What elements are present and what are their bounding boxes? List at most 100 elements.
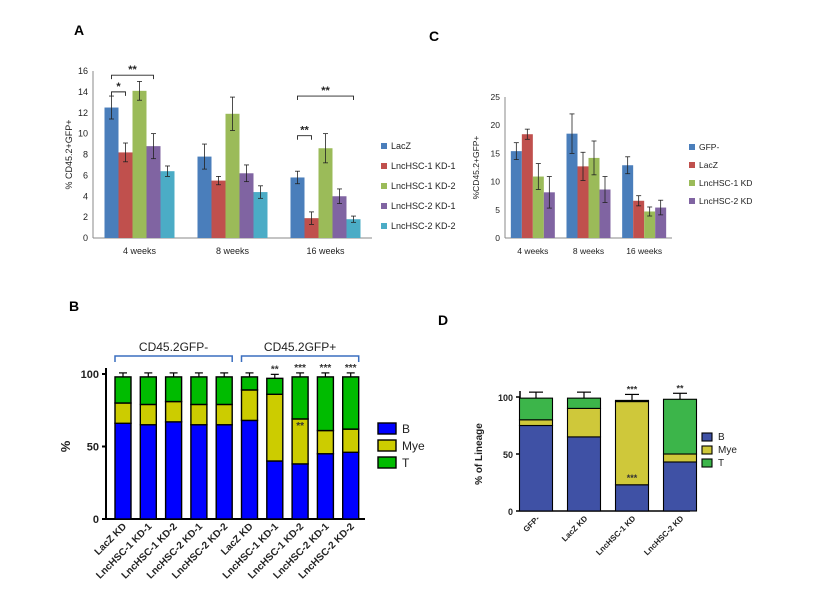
panel-d-bar-segment — [662, 398, 698, 455]
panel-d-significance-label: *** — [627, 384, 638, 394]
panel-a-bar — [160, 171, 175, 238]
panel-c-bar — [532, 176, 544, 238]
panel-c-legend-label: GFP- — [699, 142, 719, 152]
panel-b-bar-segment — [215, 424, 233, 520]
panel-b-bar-segment — [114, 422, 132, 520]
panel-d-bar-segment — [614, 401, 650, 486]
panel-b-group-label: CD45.2GFP+ — [264, 340, 336, 354]
panel-d-bar-segment — [614, 399, 650, 403]
panel-a-y-tick-label: 12 — [78, 108, 88, 118]
panel-a-y-tick-label: 16 — [78, 66, 88, 76]
panel-c-y-tick-label: 20 — [491, 120, 501, 130]
panel-c-legend-label: LacZ — [699, 160, 718, 170]
panel-b-significance-label: ** — [271, 364, 279, 375]
panel-b-bar-segment — [266, 460, 284, 520]
panel-b-y-tick-label: 50 — [87, 442, 99, 454]
panel-a-significance-label: * — [116, 81, 121, 93]
panel-letter-d: D — [438, 312, 449, 328]
panel-b-bar-segment — [139, 403, 158, 426]
panel-c-y-tick-label: 25 — [491, 92, 501, 102]
panel-d-bar-segment — [566, 407, 602, 438]
panel-c-y-tick-label: 10 — [491, 177, 501, 187]
panel-b-bar-segment — [342, 376, 360, 430]
panel-a-bar — [290, 177, 305, 238]
panel-c-x-tick-label: 16 weeks — [626, 246, 662, 256]
panel-a-legend-swatch — [381, 163, 387, 169]
panel-a-y-tick-label: 0 — [83, 233, 88, 243]
panel-c-y-tick-label: 15 — [491, 148, 501, 158]
panel-b-significance-label: ** — [296, 421, 304, 432]
panel-a-bar — [318, 148, 333, 238]
panel-a-legend-swatch — [381, 203, 387, 209]
panel-b-bar-segment — [291, 463, 309, 520]
panel-b-significance-label: *** — [345, 363, 357, 374]
panel-a-legend-swatch — [381, 143, 387, 149]
panel-b-bar-segment — [342, 428, 360, 454]
panel-d-bar-segment — [566, 436, 602, 512]
panel-a-bar — [332, 196, 347, 238]
panel-c-bar — [599, 189, 611, 238]
panel-d-x-tick-label: LacZ KD — [560, 514, 589, 543]
panel-d-legend-swatch — [701, 445, 713, 455]
panel-b-bar-segment — [215, 376, 233, 406]
panel-d-legend-label: B — [718, 432, 725, 443]
panel-a-x-tick-label: 8 weeks — [216, 246, 250, 256]
panel-c-bar — [655, 207, 667, 238]
panel-b-bar-segment — [316, 453, 335, 520]
panel-b-legend-swatch — [377, 439, 397, 452]
panel-d-bar-segment — [566, 397, 602, 409]
panel-a-y-tick-label: 8 — [83, 150, 88, 160]
panel-a-bar — [304, 218, 319, 238]
panel-b-bar-segment — [139, 376, 158, 406]
panel-a-legend-swatch — [381, 223, 387, 229]
panel-c-legend-label: LncHSC-1 KD — [699, 178, 752, 188]
panel-c-bar — [510, 151, 522, 238]
panel-c-bar — [588, 157, 600, 238]
panel-d-significance-label: ** — [676, 383, 684, 393]
panel-d-legend-label: T — [718, 458, 724, 469]
panel-letter-b: B — [69, 298, 80, 314]
panel-b-bar-segment — [190, 424, 208, 520]
panel-d-bar-segment — [614, 484, 650, 512]
panel-b-legend-swatch — [377, 422, 397, 435]
panel-a-y-tick-label: 6 — [83, 170, 88, 180]
panel-d-bar-segment — [518, 419, 554, 427]
panel-c-bar — [543, 192, 555, 238]
panel-a-significance-bracket — [297, 95, 354, 101]
panel-letter-a: A — [74, 22, 85, 38]
panel-c-legend-label: LncHSC-2 KD — [699, 196, 752, 206]
panel-b-bar-segment — [240, 389, 259, 422]
panel-b-bar-segment — [266, 393, 284, 462]
panel-d-legend-label: Mye — [718, 445, 737, 456]
panel-a-legend-label: LncHSC-2 KD-2 — [391, 221, 456, 231]
panel-c-bar — [577, 166, 589, 238]
panel-c-bar — [521, 134, 533, 238]
panel-c-y-tick-label: 5 — [495, 205, 500, 215]
panel-b-bar-segment — [164, 421, 183, 520]
panel-d-x-tick-label: LncHSC-2 KD — [642, 514, 685, 557]
panel-a-bar — [239, 173, 254, 238]
panel-d-bar-segment — [518, 424, 554, 512]
panel-c-y-tick-label: 0 — [495, 233, 500, 243]
panel-d-x-tick-label: GFP- — [522, 514, 542, 534]
panel-b-group-bracket — [114, 355, 233, 362]
panel-b-bar-segment — [240, 419, 259, 520]
panel-b-bar-segment — [190, 376, 208, 406]
panel-d-legend-swatch — [701, 432, 713, 442]
panel-b-y-tick-label: 0 — [93, 514, 99, 526]
panel-d-y-tick-label: 100 — [498, 393, 513, 403]
panel-b-bar-segment — [114, 376, 132, 404]
panel-a-legend-label: LncHSC-1 KD-2 — [391, 181, 456, 191]
panel-b-legend-swatch — [377, 456, 397, 469]
panel-b-y-tick-label: 100 — [81, 369, 99, 381]
panel-d-bar-segment — [662, 461, 698, 512]
panel-a-significance-bracket — [111, 74, 154, 80]
panel-c-y-axis-title: %CD45.2+GFP+ — [471, 136, 481, 200]
panel-a-y-tick-label: 4 — [83, 191, 88, 201]
panel-d-legend-swatch — [701, 458, 713, 468]
panel-d-y-axis-title: % of Lineage — [474, 423, 485, 485]
panel-a-bar — [346, 219, 361, 238]
panel-a-bar — [132, 90, 147, 238]
